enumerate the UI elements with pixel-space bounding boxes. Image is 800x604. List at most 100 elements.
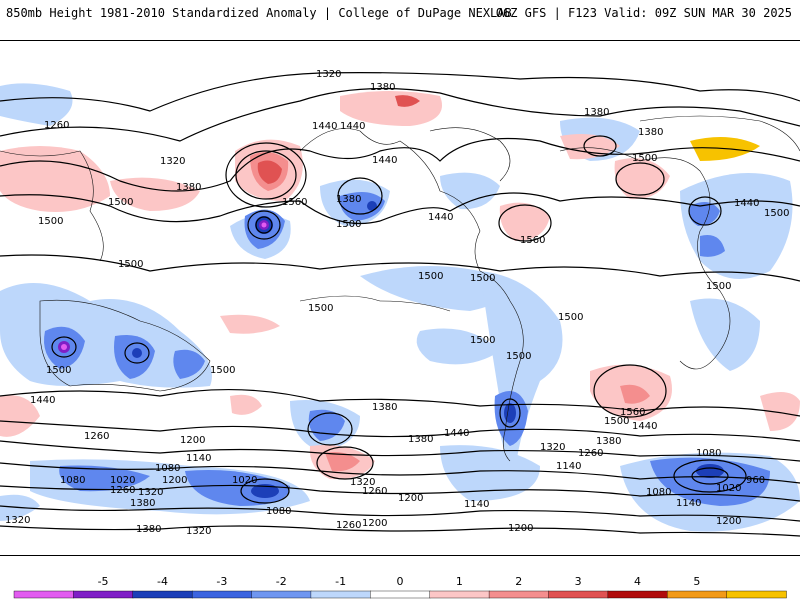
- colorbar-segment: [251, 590, 312, 599]
- contour-label: 1320: [540, 442, 565, 453]
- colorbar-tick-label: -4: [157, 575, 168, 588]
- contour-label: 1380: [336, 194, 361, 205]
- contour-label: 1140: [676, 498, 701, 509]
- contour-label: 1320: [350, 477, 375, 488]
- contour-label: 1020: [716, 483, 741, 494]
- contour-label: 1500: [604, 416, 629, 427]
- colorbar-segment: [73, 590, 134, 599]
- contour-labels: 1320 1380 1260 1440 1440 1380 1380 1320 …: [5, 69, 789, 537]
- contour-label: 1020: [110, 475, 135, 486]
- contour-label: 1260: [110, 485, 135, 496]
- colorbar-tick-label: 4: [634, 575, 641, 588]
- colorbar-tick-label: 1: [456, 575, 463, 588]
- contour-label: 1380: [130, 498, 155, 509]
- contour-label: 1500: [210, 365, 235, 376]
- contour-label: 1260: [336, 520, 361, 531]
- contour-label: 1500: [632, 153, 657, 164]
- contour-label: 1500: [46, 365, 71, 376]
- contour-label: 1380: [596, 436, 621, 447]
- contour-label: 1080: [646, 487, 671, 498]
- colorbar-segment: [548, 590, 609, 599]
- colorbar-tick-label: 3: [575, 575, 582, 588]
- contour-label: 1380: [136, 524, 161, 535]
- contour-label: 1500: [118, 259, 143, 270]
- contour-label: 1440: [428, 212, 453, 223]
- map-canvas: 1320 1380 1260 1440 1440 1380 1380 1320 …: [0, 69, 800, 537]
- colorbar-segment: [132, 590, 193, 599]
- contour-label: 960: [746, 475, 765, 486]
- colorbar-tick-label: -1: [335, 575, 346, 588]
- contour-label: 1080: [155, 463, 180, 474]
- contour-label: 1500: [706, 281, 731, 292]
- colorbar-segment: [607, 590, 668, 599]
- colorbar-segment: [429, 590, 490, 599]
- positive-anomaly-fill: [0, 91, 800, 480]
- contour-label: 1380: [584, 107, 609, 118]
- contour-label: 1260: [578, 448, 603, 459]
- contour-label: 1140: [464, 499, 489, 510]
- colorbar-tick-label: 5: [693, 575, 700, 588]
- contour-label: 1440: [444, 428, 469, 439]
- anomaly-colorbar: -5 -4 -3 -2 -1 0 1 2 3 4 5: [0, 572, 800, 600]
- colorbar-segment: [310, 590, 372, 599]
- contour-label: 1140: [556, 461, 581, 472]
- colorbar-segment: [488, 590, 550, 599]
- contour-label: 1440: [372, 155, 397, 166]
- contour-label: 1080: [266, 506, 291, 517]
- contour-label: 1020: [232, 475, 257, 486]
- contour-label: 1500: [308, 303, 333, 314]
- contour-label: 1320: [316, 69, 341, 80]
- contour-label: 1200: [180, 435, 205, 446]
- contour-label: 1440: [632, 421, 657, 432]
- colorbar-tick-label: -5: [98, 575, 109, 588]
- contour-label: 1560: [620, 407, 645, 418]
- contour-label: 1380: [370, 82, 395, 93]
- contour-label: 1440: [340, 121, 365, 132]
- contour-label: 1500: [336, 219, 361, 230]
- contour-label: 1200: [398, 493, 423, 504]
- colorbar-tick-label: -2: [276, 575, 287, 588]
- contour-label: 1200: [362, 518, 387, 529]
- colorbar-segment: [667, 590, 728, 599]
- contour-label: 1500: [470, 335, 495, 346]
- contour-label: 1380: [408, 434, 433, 445]
- colorbar-segment: [13, 590, 75, 599]
- contour-label: 1140: [186, 453, 211, 464]
- contour-label: 1500: [764, 208, 789, 219]
- colorbar-tick-label: -3: [216, 575, 227, 588]
- colorbar-tick-label: 0: [397, 575, 404, 588]
- contour-label: 1320: [160, 156, 185, 167]
- contour-label: 1320: [138, 487, 163, 498]
- colorbar-segment: [726, 590, 787, 599]
- coastlines: [0, 115, 800, 462]
- title-bar: 850mb Height 1981-2010 Standardized Anom…: [0, 0, 800, 34]
- contour-label: 1500: [470, 273, 495, 284]
- contour-label: 1260: [362, 486, 387, 497]
- contour-label: 1440: [312, 121, 337, 132]
- contour-label: 1500: [38, 216, 63, 227]
- contour-label: 1260: [44, 120, 69, 131]
- contour-label: 1380: [638, 127, 663, 138]
- contour-label: 1560: [282, 197, 307, 208]
- contour-label: 1500: [558, 312, 583, 323]
- contour-label: 1380: [176, 182, 201, 193]
- contour-label: 1500: [108, 197, 133, 208]
- map-title: 850mb Height 1981-2010 Standardized Anom…: [6, 6, 512, 20]
- colorbar-tick-label: 2: [515, 575, 522, 588]
- contour-label: 1560: [520, 235, 545, 246]
- contour-label: 1440: [30, 395, 55, 406]
- contour-label: 1500: [418, 271, 443, 282]
- contour-label: 1200: [508, 523, 533, 534]
- contour-label: 1200: [716, 516, 741, 527]
- contour-label: 1440: [734, 198, 759, 209]
- valid-time: 06Z GFS | F123 Valid: 09Z SUN MAR 30 202…: [495, 6, 792, 20]
- height-contours: [0, 72, 800, 537]
- contour-label: 1320: [5, 515, 30, 526]
- contour-label: 1200: [162, 475, 187, 486]
- contour-label: 1260: [84, 431, 109, 442]
- contour-label: 1380: [372, 402, 397, 413]
- anomaly-map: 1320 1380 1260 1440 1440 1380 1380 1320 …: [0, 40, 800, 556]
- contour-label: 1500: [506, 351, 531, 362]
- contour-label: 1320: [186, 526, 211, 537]
- contour-label: 1080: [60, 475, 85, 486]
